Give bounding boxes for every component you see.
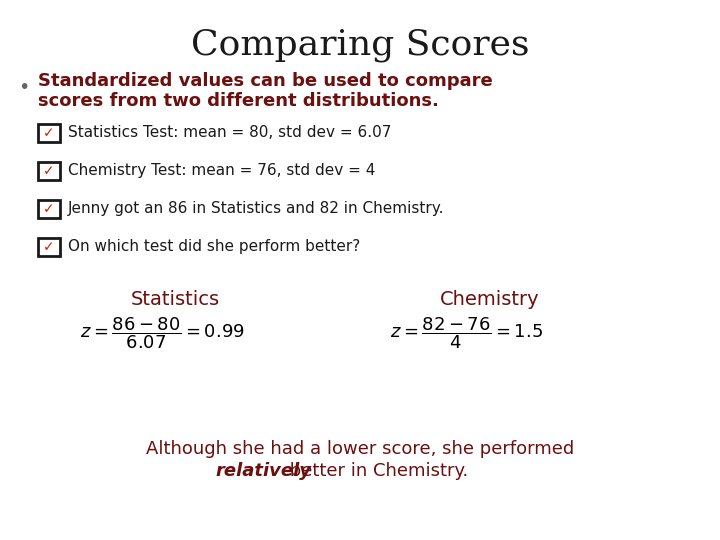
Text: Comparing Scores: Comparing Scores (191, 28, 529, 62)
Text: $z=\dfrac{86-80}{6.07}=0.99$: $z=\dfrac{86-80}{6.07}=0.99$ (80, 315, 245, 350)
Text: ✓: ✓ (43, 164, 55, 178)
Text: scores from two different distributions.: scores from two different distributions. (38, 92, 439, 110)
Text: Chemistry Test: mean = 76, std dev = 4: Chemistry Test: mean = 76, std dev = 4 (68, 163, 375, 178)
Text: $z=\dfrac{82-76}{4}=1.5$: $z=\dfrac{82-76}{4}=1.5$ (390, 315, 543, 350)
Text: ✓: ✓ (43, 240, 55, 254)
Text: Statistics: Statistics (130, 290, 220, 309)
Text: better in Chemistry.: better in Chemistry. (284, 462, 468, 480)
FancyBboxPatch shape (38, 162, 60, 180)
Text: Standardized values can be used to compare: Standardized values can be used to compa… (38, 72, 492, 90)
Text: ✓: ✓ (43, 202, 55, 216)
Text: Jenny got an 86 in Statistics and 82 in Chemistry.: Jenny got an 86 in Statistics and 82 in … (68, 201, 444, 216)
Text: ✓: ✓ (43, 126, 55, 140)
Text: Although she had a lower score, she performed: Although she had a lower score, she perf… (146, 440, 574, 458)
Text: •: • (18, 78, 30, 97)
Text: On which test did she perform better?: On which test did she perform better? (68, 239, 360, 254)
Text: relatively: relatively (215, 462, 311, 480)
FancyBboxPatch shape (38, 124, 60, 142)
Text: Statistics Test: mean = 80, std dev = 6.07: Statistics Test: mean = 80, std dev = 6.… (68, 125, 392, 140)
FancyBboxPatch shape (38, 238, 60, 256)
FancyBboxPatch shape (38, 200, 60, 218)
Text: Chemistry: Chemistry (440, 290, 540, 309)
